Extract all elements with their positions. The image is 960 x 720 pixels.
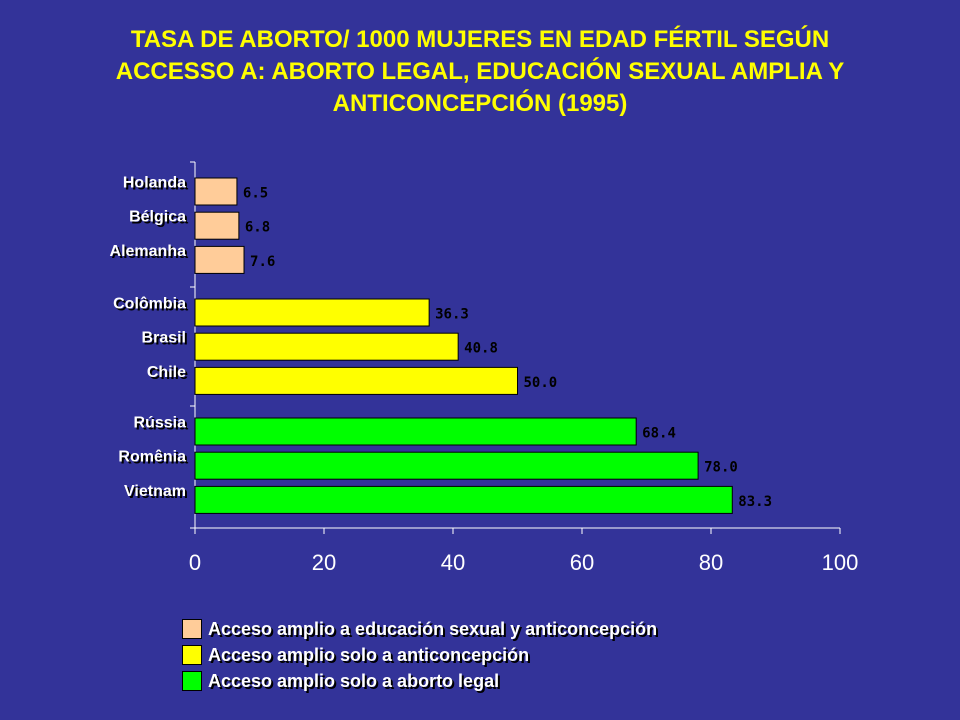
legend: Acceso amplio a educación sexual y antic… bbox=[182, 616, 657, 694]
bar-vietnam bbox=[194, 485, 733, 514]
x-tick-label-100: 100 bbox=[822, 550, 859, 575]
category-label-holanda: Holanda bbox=[123, 175, 186, 192]
data-label-holanda: 6.5 bbox=[243, 186, 268, 202]
data-label-russia: 68.4 bbox=[642, 426, 676, 442]
legend-swatch-3 bbox=[182, 671, 202, 691]
category-label-colombia: Colômbia bbox=[113, 296, 186, 313]
legend-label-3: Acceso amplio solo a aborto legal bbox=[208, 670, 500, 691]
category-label-chile: Chile bbox=[147, 364, 186, 381]
bar-holanda bbox=[194, 177, 238, 206]
legend-item-3: Acceso amplio solo a aborto legal bbox=[182, 668, 657, 694]
category-label-shadow-romenia: Romênia bbox=[120, 451, 188, 468]
category-label-shadow-russia: Rússia bbox=[136, 417, 189, 434]
data-label-brasil: 40.8 bbox=[464, 341, 498, 357]
bar-chile bbox=[194, 366, 518, 395]
category-label-romenia: Romênia bbox=[118, 449, 186, 466]
category-label-alemanha: Alemanha bbox=[110, 243, 187, 260]
bar-romenia bbox=[194, 451, 699, 480]
category-label-shadow-alemanha: Alemanha bbox=[112, 245, 189, 262]
legend-label-1: Acceso amplio a educación sexual y antic… bbox=[208, 618, 658, 639]
data-label-romenia: 78.0 bbox=[704, 460, 738, 476]
legend-swatch-2 bbox=[182, 645, 202, 665]
data-label-chile: 50.0 bbox=[524, 375, 558, 391]
category-label-shadow-brasil: Brasil bbox=[144, 332, 188, 349]
bar-brasil bbox=[194, 332, 459, 361]
title-line-3: ANTICONCEPCIÓN (1995) bbox=[332, 90, 628, 117]
category-label-shadow-colombia: Colômbia bbox=[115, 298, 188, 315]
data-label-vietnam: 83.3 bbox=[738, 494, 772, 510]
chart-title: TASA DE ABORTO/ 1000 MUJERES EN EDAD FÉR… bbox=[0, 24, 960, 120]
category-label-shadow-chile: Chile bbox=[149, 366, 188, 383]
category-label-shadow-holanda: Holanda bbox=[125, 177, 188, 194]
data-label-alemanha: 7.6 bbox=[250, 254, 275, 270]
data-label-belgica: 6.8 bbox=[245, 220, 270, 236]
legend-swatch-1 bbox=[182, 619, 202, 639]
x-tick-label-40: 40 bbox=[441, 550, 465, 575]
bar-colombia bbox=[194, 298, 430, 327]
category-label-brasil: Brasil bbox=[142, 330, 186, 347]
x-tick-label-60: 60 bbox=[570, 550, 594, 575]
bar-russia bbox=[194, 417, 637, 446]
legend-item-1: Acceso amplio a educación sexual y antic… bbox=[182, 616, 657, 642]
title-line-1: TASA DE ABORTO/ 1000 MUJERES EN EDAD FÉR… bbox=[130, 26, 830, 53]
category-label-russia: Rússia bbox=[134, 415, 187, 432]
legend-item-2: Acceso amplio solo a anticoncepción bbox=[182, 642, 657, 668]
category-label-shadow-vietnam: Vietnam bbox=[126, 485, 188, 502]
x-tick-label-80: 80 bbox=[699, 550, 723, 575]
bar-alemanha bbox=[194, 245, 245, 274]
bar-belgica bbox=[194, 211, 240, 240]
category-label-belgica: Bélgica bbox=[129, 209, 186, 226]
title-line-2: ACCESSO A: ABORTO LEGAL, EDUCACIÓN SEXUA… bbox=[115, 58, 845, 85]
category-label-shadow-belgica: Bélgica bbox=[131, 211, 188, 228]
data-label-colombia: 36.3 bbox=[435, 307, 469, 323]
legend-label-2: Acceso amplio solo a anticoncepción bbox=[208, 644, 530, 665]
category-label-vietnam: Vietnam bbox=[124, 483, 186, 500]
x-tick-label-20: 20 bbox=[312, 550, 336, 575]
x-tick-label-0: 0 bbox=[189, 550, 201, 575]
